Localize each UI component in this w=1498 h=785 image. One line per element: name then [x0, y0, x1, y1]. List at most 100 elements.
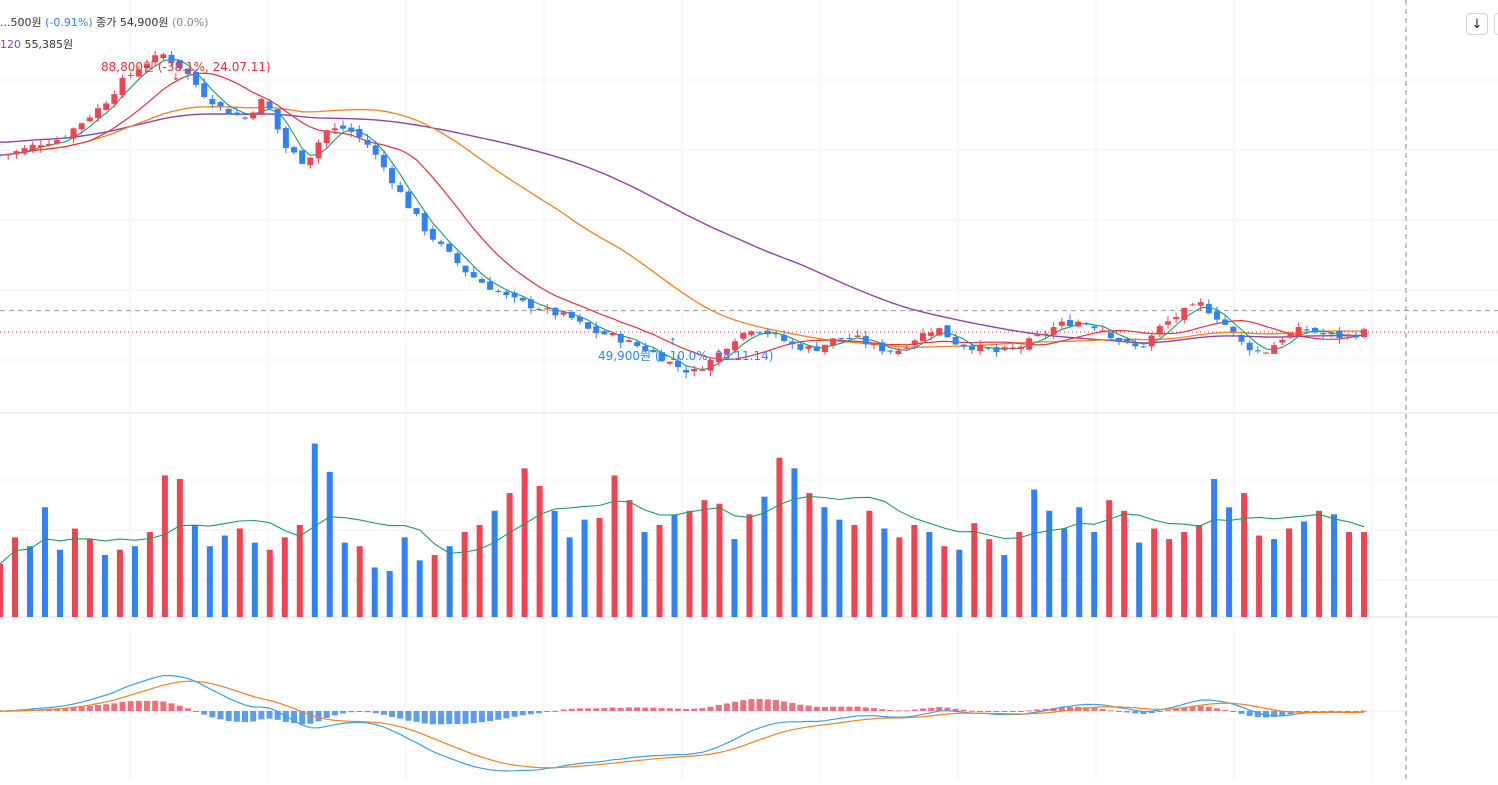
candle — [625, 340, 632, 342]
macd-histogram-bar — [217, 711, 224, 720]
macd-histogram-bar — [503, 711, 510, 719]
candle — [413, 208, 420, 215]
candle — [86, 117, 93, 122]
macd-histogram-bar — [1230, 711, 1237, 712]
macd-histogram-bar — [1009, 711, 1016, 712]
candle — [617, 333, 624, 343]
macd-histogram-bar — [1164, 710, 1171, 712]
macd-histogram-bar — [968, 710, 975, 712]
download-button[interactable]: ↓ — [1466, 13, 1488, 35]
volume-bar — [356, 546, 363, 617]
macd-histogram-bar — [683, 709, 690, 711]
volume-bar — [71, 528, 78, 617]
candle — [879, 342, 886, 352]
macd-histogram-bar — [209, 711, 216, 718]
macd-histogram-bar — [1058, 706, 1065, 711]
volume-bar — [161, 475, 168, 617]
volume-bar — [761, 496, 768, 617]
macd-histogram-bar — [1066, 707, 1073, 711]
candle — [1107, 332, 1114, 339]
candle — [315, 142, 322, 159]
candle — [928, 332, 935, 336]
macd-histogram-bar — [805, 705, 812, 711]
volume-bar — [1361, 532, 1367, 617]
volume-bar — [1076, 507, 1083, 617]
candle — [585, 322, 592, 329]
candle — [1099, 330, 1106, 332]
volume-bar — [41, 507, 48, 617]
macd-histogram-bar — [1287, 711, 1294, 715]
candle — [544, 308, 551, 310]
volume-bar — [56, 549, 63, 617]
candle — [1181, 308, 1188, 320]
candle — [1050, 327, 1057, 335]
candle — [1230, 326, 1237, 333]
candle — [911, 340, 918, 346]
macd-histogram-bar — [1189, 706, 1196, 711]
macd-histogram-bar — [707, 706, 714, 711]
candle — [103, 103, 110, 110]
macd-histogram-bar — [495, 711, 502, 720]
macd-histogram-bar — [536, 711, 543, 714]
candle — [683, 369, 690, 373]
candle — [1320, 333, 1327, 335]
candle — [1026, 338, 1033, 350]
macd-histogram-bar — [797, 704, 804, 711]
macd-histogram-bar — [1181, 707, 1188, 711]
candle — [1156, 326, 1163, 334]
macd-histogram-bar — [895, 710, 902, 712]
macd-histogram-bar — [617, 707, 624, 711]
candle — [29, 144, 36, 151]
volume-bar — [791, 468, 798, 617]
candle — [1189, 304, 1196, 306]
volume-bar — [1346, 532, 1353, 617]
macd-histogram-bar — [1361, 710, 1367, 712]
macd-histogram-bar — [838, 706, 845, 711]
macd-histogram-bar — [960, 709, 967, 711]
macd-histogram-bar — [560, 709, 567, 711]
volume-bar — [806, 493, 813, 617]
macd-histogram-bar — [299, 711, 306, 725]
candle — [70, 128, 77, 139]
volume-bar — [1226, 507, 1233, 617]
macd-histogram-bar — [821, 706, 828, 711]
macd-histogram-bar — [1213, 708, 1220, 711]
volume-bar — [266, 549, 273, 617]
ma120-value: 55,385원 — [24, 38, 74, 51]
macd-histogram-bar — [233, 711, 240, 722]
high-annotation: 88,800원 (-38.1%, 24.07.11) — [101, 58, 271, 75]
candle — [1058, 321, 1065, 326]
candle — [1262, 352, 1269, 354]
close-value: 54,900원 — [119, 16, 169, 29]
volume-bar — [236, 528, 243, 617]
candle — [642, 345, 649, 351]
ma5-line — [0, 58, 1365, 371]
candle — [487, 281, 494, 290]
macd-histogram-bar — [331, 711, 338, 716]
candle — [1197, 302, 1204, 306]
macd-histogram-bar — [666, 708, 673, 711]
macd-histogram-bar — [723, 703, 730, 711]
candle — [805, 346, 812, 349]
candle — [1042, 333, 1049, 335]
volume-bar — [1016, 532, 1023, 617]
macd-histogram-bar — [405, 711, 412, 721]
macd-histogram-bar — [879, 709, 886, 711]
candle — [732, 341, 739, 351]
candle — [511, 292, 518, 298]
candle — [1311, 327, 1318, 333]
side-panel-button[interactable] — [1494, 13, 1498, 35]
macd-histogram-bar — [95, 704, 102, 711]
macd-histogram-bar — [1336, 711, 1343, 712]
macd-histogram-bar — [446, 711, 453, 725]
volume-bar — [566, 537, 573, 617]
volume-bar — [0, 563, 3, 617]
candle — [323, 130, 330, 143]
volume-bar — [1196, 524, 1203, 617]
candle — [160, 54, 167, 58]
candle — [1173, 317, 1180, 320]
macd-histogram-bar — [527, 711, 534, 715]
volume-bar — [281, 537, 288, 617]
